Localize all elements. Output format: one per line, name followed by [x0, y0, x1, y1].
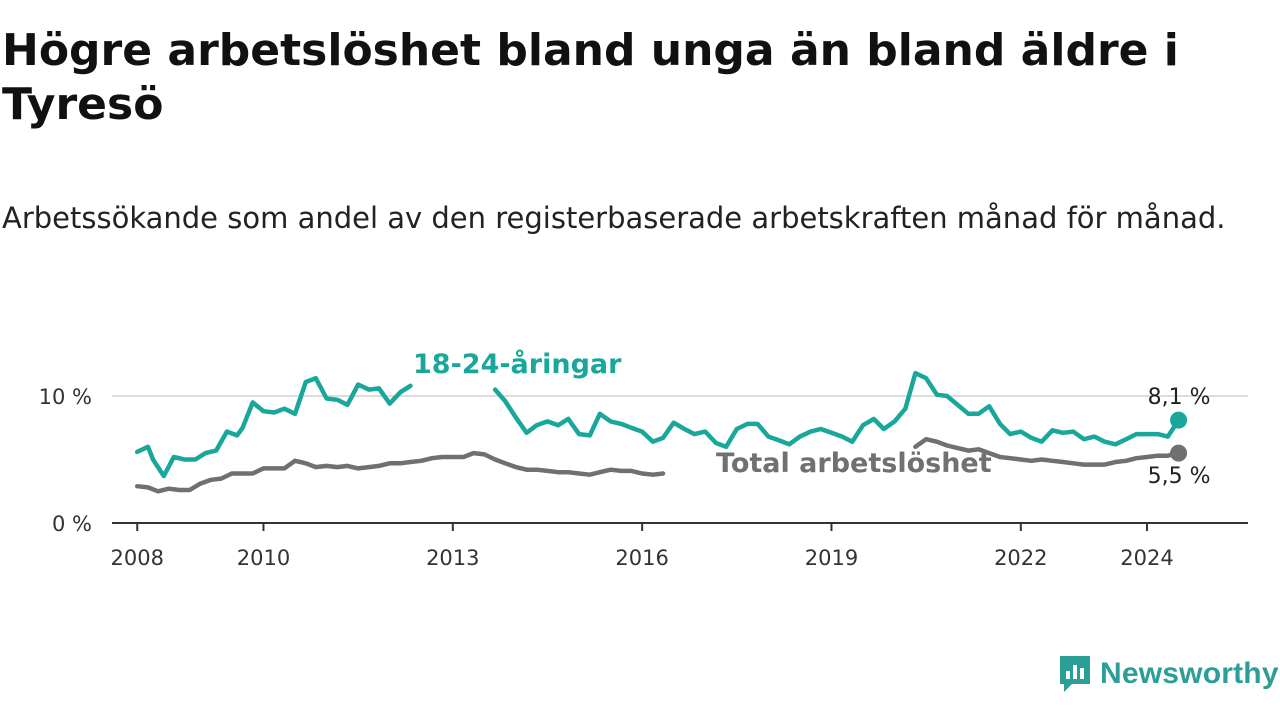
x-tick-label: 2024	[1120, 546, 1173, 570]
y-tick-label: 0 %	[52, 512, 92, 536]
chart-title: Högre arbetslöshet bland unga än bland ä…	[2, 25, 1179, 130]
series-label-total: Total arbetslöshet	[716, 448, 992, 479]
x-tick-label: 2013	[426, 546, 479, 570]
newsworthy-logo-icon	[1060, 656, 1090, 692]
end-point-youth	[1170, 411, 1188, 429]
chart-subtitle: Arbetssökande som andel av den registerb…	[2, 201, 1226, 235]
series-lines	[134, 370, 1188, 494]
end-label-total: 5,5 %	[1148, 464, 1211, 489]
brand-name: Newsworthy	[1100, 657, 1279, 690]
x-tick-label: 2008	[111, 546, 164, 570]
end-label-youth: 8,1 %	[1148, 385, 1211, 410]
series-line-total	[134, 436, 1181, 494]
x-tick-label: 2016	[615, 546, 668, 570]
series-line-youth	[134, 370, 1181, 479]
newsworthy-logo: Newsworthy	[1058, 652, 1279, 696]
series-label-youth: 18-24-åringar	[413, 348, 622, 380]
x-axis: 2008 2010 2013 2016 2019 2022 2024	[111, 522, 1248, 570]
y-tick-label: 10 %	[39, 385, 92, 409]
x-tick-label: 2010	[237, 546, 290, 570]
x-tick-label: 2022	[994, 546, 1047, 570]
x-tick-label: 2019	[805, 546, 858, 570]
chart-labels: 0 % 10 % 18-24-åringar Total arbetslöshet 8,…	[39, 348, 1211, 536]
end-point-total	[1170, 444, 1188, 462]
